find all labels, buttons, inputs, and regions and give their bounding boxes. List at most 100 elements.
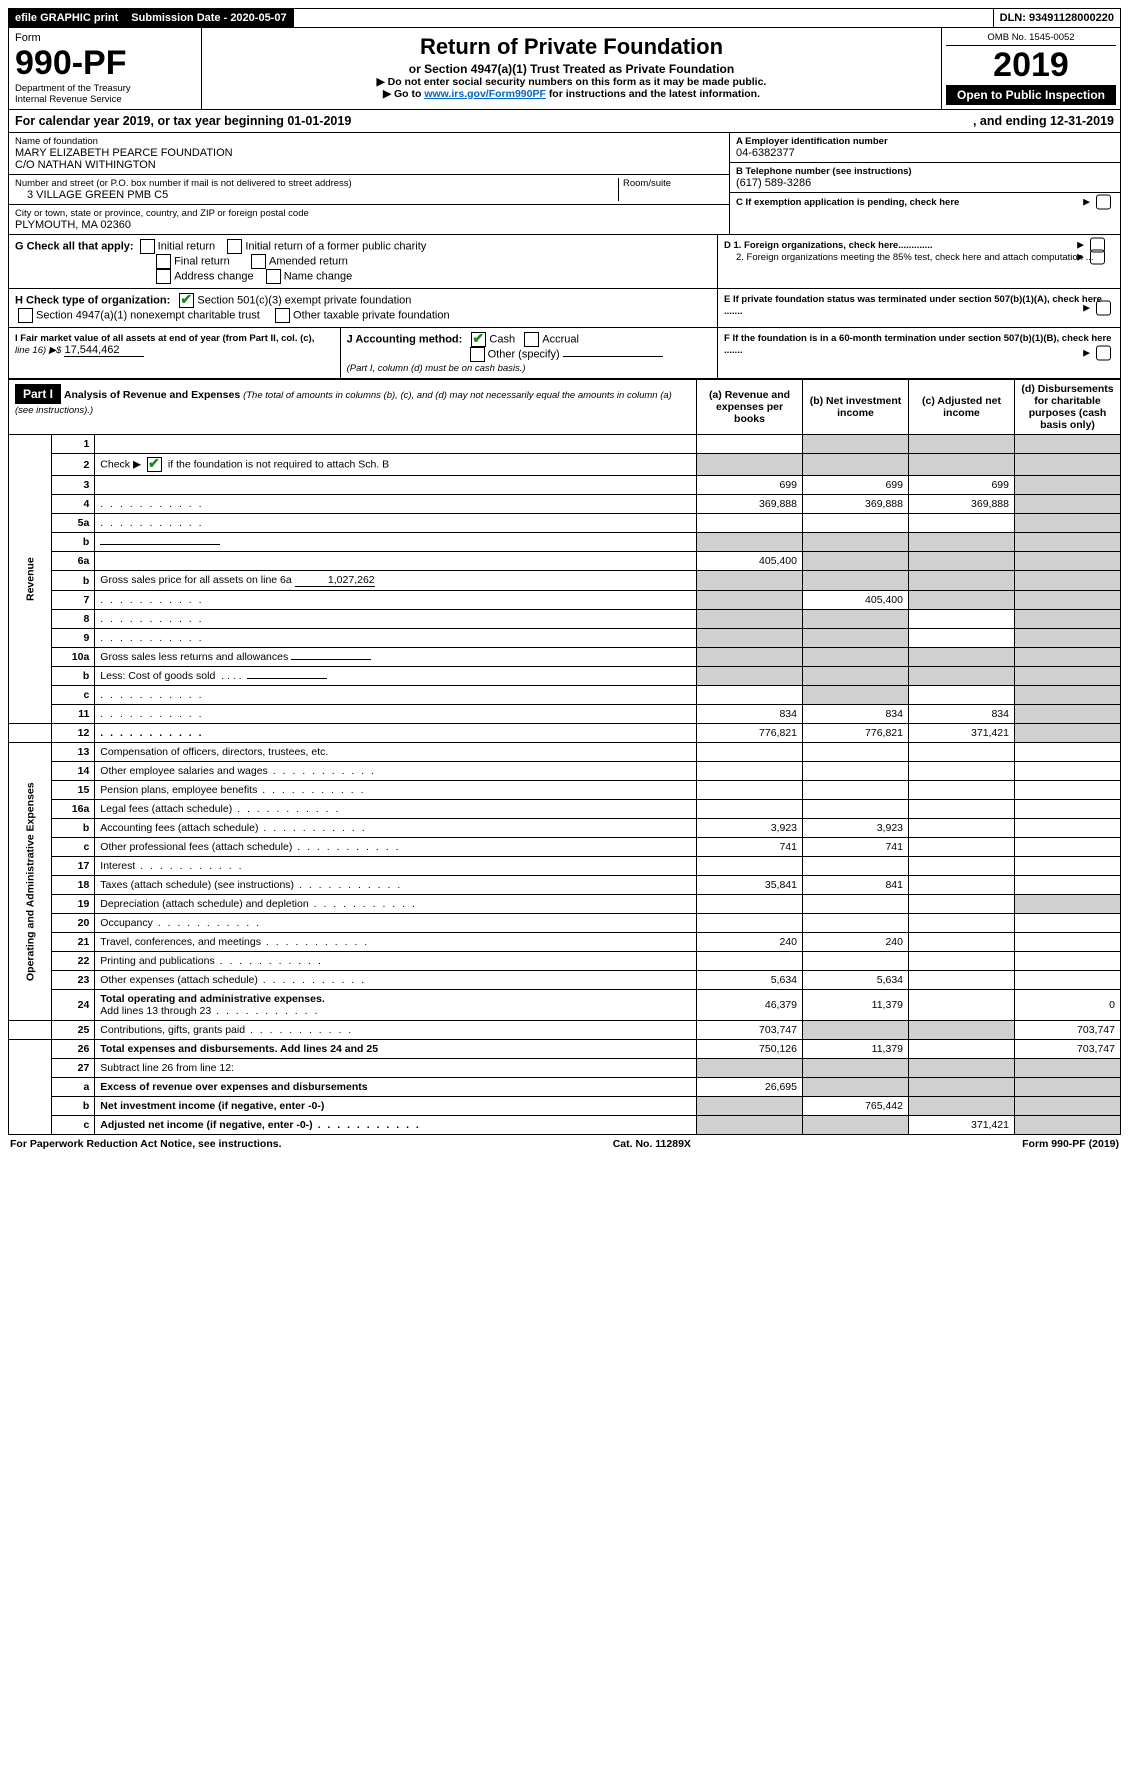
r6a-b <box>803 552 909 571</box>
row-20: 20Occupancy <box>9 914 1121 933</box>
irs-link[interactable]: www.irs.gov/Form990PF <box>424 88 546 100</box>
r9-desc <box>95 629 697 648</box>
r16b-d <box>1015 819 1121 838</box>
r13-a <box>697 743 803 762</box>
g-initial-return[interactable] <box>140 239 155 254</box>
form-subtitle: or Section 4947(a)(1) Trust Treated as P… <box>206 62 937 76</box>
row-16c: cOther professional fees (attach schedul… <box>9 838 1121 857</box>
r5a-desc <box>95 514 697 533</box>
r27b-a <box>697 1097 803 1116</box>
r7-c <box>909 591 1015 610</box>
r9-a <box>697 629 803 648</box>
r6b-num: b <box>52 571 95 591</box>
r10a-a <box>697 648 803 667</box>
r23-num: 23 <box>52 971 95 990</box>
r6a-a: 405,400 <box>697 552 803 571</box>
r5a-d <box>1015 514 1121 533</box>
r5b-val <box>100 544 220 545</box>
r12-d <box>1015 724 1121 743</box>
f-checkbox[interactable] <box>1096 346 1111 361</box>
g-initial-public[interactable] <box>227 239 242 254</box>
r12-a: 776,821 <box>697 724 803 743</box>
d2-checkbox[interactable] <box>1090 250 1105 265</box>
j-cash[interactable] <box>471 332 486 347</box>
r8-desc <box>95 610 697 629</box>
h-4947[interactable] <box>18 308 33 323</box>
city-cell: City or town, state or province, country… <box>9 205 729 234</box>
g-name[interactable] <box>266 269 281 284</box>
g-final[interactable] <box>156 254 171 269</box>
j-accrual-label: Accrual <box>542 333 579 345</box>
r25-desc: Contributions, gifts, grants paid <box>95 1021 697 1040</box>
part1-header-row: Part I Analysis of Revenue and Expenses … <box>9 380 1121 435</box>
row-15: 15Pension plans, employee benefits <box>9 781 1121 800</box>
r14-desc: Other employee salaries and wages <box>95 762 697 781</box>
r10b-d: Less: Cost of goods sold <box>100 670 215 682</box>
row-5a: 5a <box>9 514 1121 533</box>
r5b-desc <box>95 533 697 552</box>
r5b-a <box>697 533 803 552</box>
r6a-desc <box>95 552 697 571</box>
r6b-val: 1,027,262 <box>295 574 375 587</box>
r19-a <box>697 895 803 914</box>
footer: For Paperwork Reduction Act Notice, see … <box>8 1135 1121 1153</box>
r2-checkbox[interactable] <box>147 457 162 472</box>
g-address[interactable] <box>156 269 171 284</box>
i-label: I Fair market value of all assets at end… <box>15 333 314 344</box>
r3-c: 699 <box>909 476 1015 495</box>
h-section: H Check type of organization: Section 50… <box>9 289 718 327</box>
r4-b: 369,888 <box>803 495 909 514</box>
ij-f-row: I Fair market value of all assets at end… <box>8 328 1121 379</box>
dept: Department of the Treasury <box>15 83 195 94</box>
h-opt3: Other taxable private foundation <box>293 309 450 321</box>
row-19: 19Depreciation (attach schedule) and dep… <box>9 895 1121 914</box>
r16b-a: 3,923 <box>697 819 803 838</box>
j-accrual[interactable] <box>524 332 539 347</box>
r14-c <box>909 762 1015 781</box>
header-mid: Return of Private Foundation or Section … <box>202 28 941 109</box>
j-other-specify[interactable] <box>563 356 663 357</box>
instr2: ▶ Go to www.irs.gov/Form990PF for instru… <box>206 88 937 100</box>
r17-num: 17 <box>52 857 95 876</box>
h-501c3[interactable] <box>179 293 194 308</box>
r16a-a <box>697 800 803 819</box>
r12-num: 12 <box>52 724 95 743</box>
r10b-val <box>247 678 327 679</box>
r3-a: 699 <box>697 476 803 495</box>
r24-desc: Total operating and administrative expen… <box>95 990 697 1021</box>
j-other[interactable] <box>470 347 485 362</box>
r5b-num: b <box>52 533 95 552</box>
r25-spacer <box>9 1021 52 1040</box>
r10b-a <box>697 667 803 686</box>
j-other-label: Other (specify) <box>488 348 560 360</box>
r23-c <box>909 971 1015 990</box>
efile-label: efile GRAPHIC print <box>9 9 125 27</box>
address: 3 VILLAGE GREEN PMB C5 <box>15 189 618 201</box>
e-checkbox[interactable] <box>1096 301 1111 316</box>
c-checkbox[interactable] <box>1096 195 1111 210</box>
r14-b <box>803 762 909 781</box>
part1-title: Analysis of Revenue and Expenses <box>64 389 240 401</box>
g-opt5: Address change <box>174 270 254 282</box>
info-grid: Name of foundation MARY ELIZABETH PEARCE… <box>8 133 1121 235</box>
r4-a: 369,888 <box>697 495 803 514</box>
instr2-pre: ▶ Go to <box>383 88 424 100</box>
row-8: 8 <box>9 610 1121 629</box>
r5b-c <box>909 533 1015 552</box>
h-other[interactable] <box>275 308 290 323</box>
r18-d <box>1015 876 1121 895</box>
r19-c <box>909 895 1015 914</box>
row-22: 22Printing and publications <box>9 952 1121 971</box>
r26-a: 750,126 <box>697 1040 803 1059</box>
r23-b: 5,634 <box>803 971 909 990</box>
g-amended[interactable] <box>251 254 266 269</box>
r5b-b <box>803 533 909 552</box>
r25-a: 703,747 <box>697 1021 803 1040</box>
r2-b <box>803 454 909 476</box>
header-left: Form 990-PF Department of the Treasury I… <box>9 28 202 109</box>
r8-d <box>1015 610 1121 629</box>
r27-c <box>909 1059 1015 1078</box>
instr1: ▶ Do not enter social security numbers o… <box>206 76 937 88</box>
d2-label: 2. Foreign organizations meeting the 85%… <box>736 252 1094 263</box>
r9-c <box>909 629 1015 648</box>
